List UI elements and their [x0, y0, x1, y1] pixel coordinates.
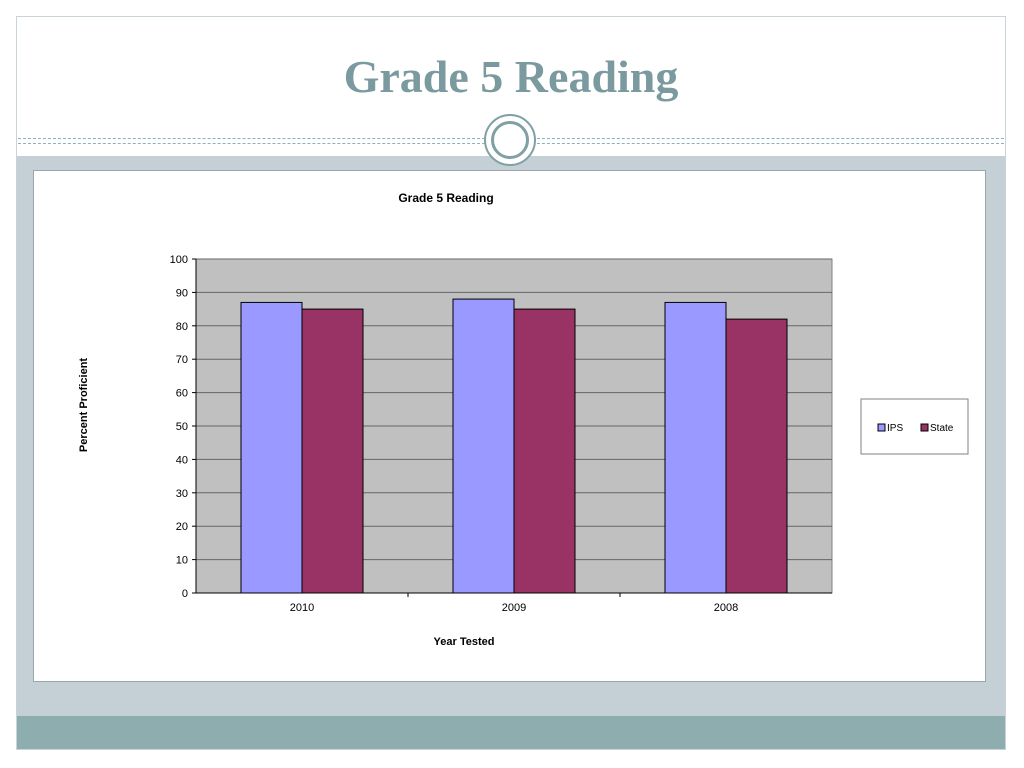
y-tick-label: 50 [176, 421, 188, 433]
chart-panel: 0 10 20 30 40 50 60 70 80 90 100 2010 2009 2008 Grade … [33, 170, 986, 682]
bar-chart: 0 10 20 30 40 50 60 70 80 90 100 2010 2009 2008 Grade … [78, 191, 969, 648]
circle-ornament-inner [491, 121, 529, 159]
y-tick-label: 20 [176, 521, 188, 533]
bar-state-2008 [725, 318, 788, 594]
x-axis-title: Year Tested [434, 636, 495, 648]
legend-label-ips: IPS [887, 423, 903, 434]
chart-title: Grade 5 Reading [398, 191, 493, 205]
x-tick-label: 2008 [714, 602, 738, 614]
y-tick-label: 30 [176, 488, 188, 500]
bar-state-2010 [301, 308, 364, 594]
bar-ips-2008 [664, 301, 727, 594]
y-tick-label: 90 [176, 287, 188, 299]
circle-ornament [484, 114, 536, 166]
y-tick-label: 60 [176, 388, 188, 400]
y-tick-label: 0 [182, 588, 188, 600]
y-tick-label: 80 [176, 321, 188, 333]
legend-label-state: State [930, 423, 954, 434]
x-tick-label: 2009 [502, 602, 526, 614]
footer-band [17, 716, 1005, 749]
slide-title: Grade 5 Reading [343, 51, 679, 102]
y-tick-label: 100 [170, 254, 188, 266]
legend-swatch-state [920, 423, 929, 432]
y-tick-label: 40 [176, 454, 188, 466]
legend-swatch-ips [877, 423, 886, 432]
bar-state-2009 [513, 308, 576, 594]
bar-ips-2010 [240, 301, 303, 594]
bar-ips-2009 [452, 298, 515, 594]
y-tick-label: 70 [176, 354, 188, 366]
x-tick-label: 2010 [290, 602, 314, 614]
y-axis-title: Percent Proficient [78, 358, 90, 452]
y-tick-label: 10 [176, 555, 188, 567]
